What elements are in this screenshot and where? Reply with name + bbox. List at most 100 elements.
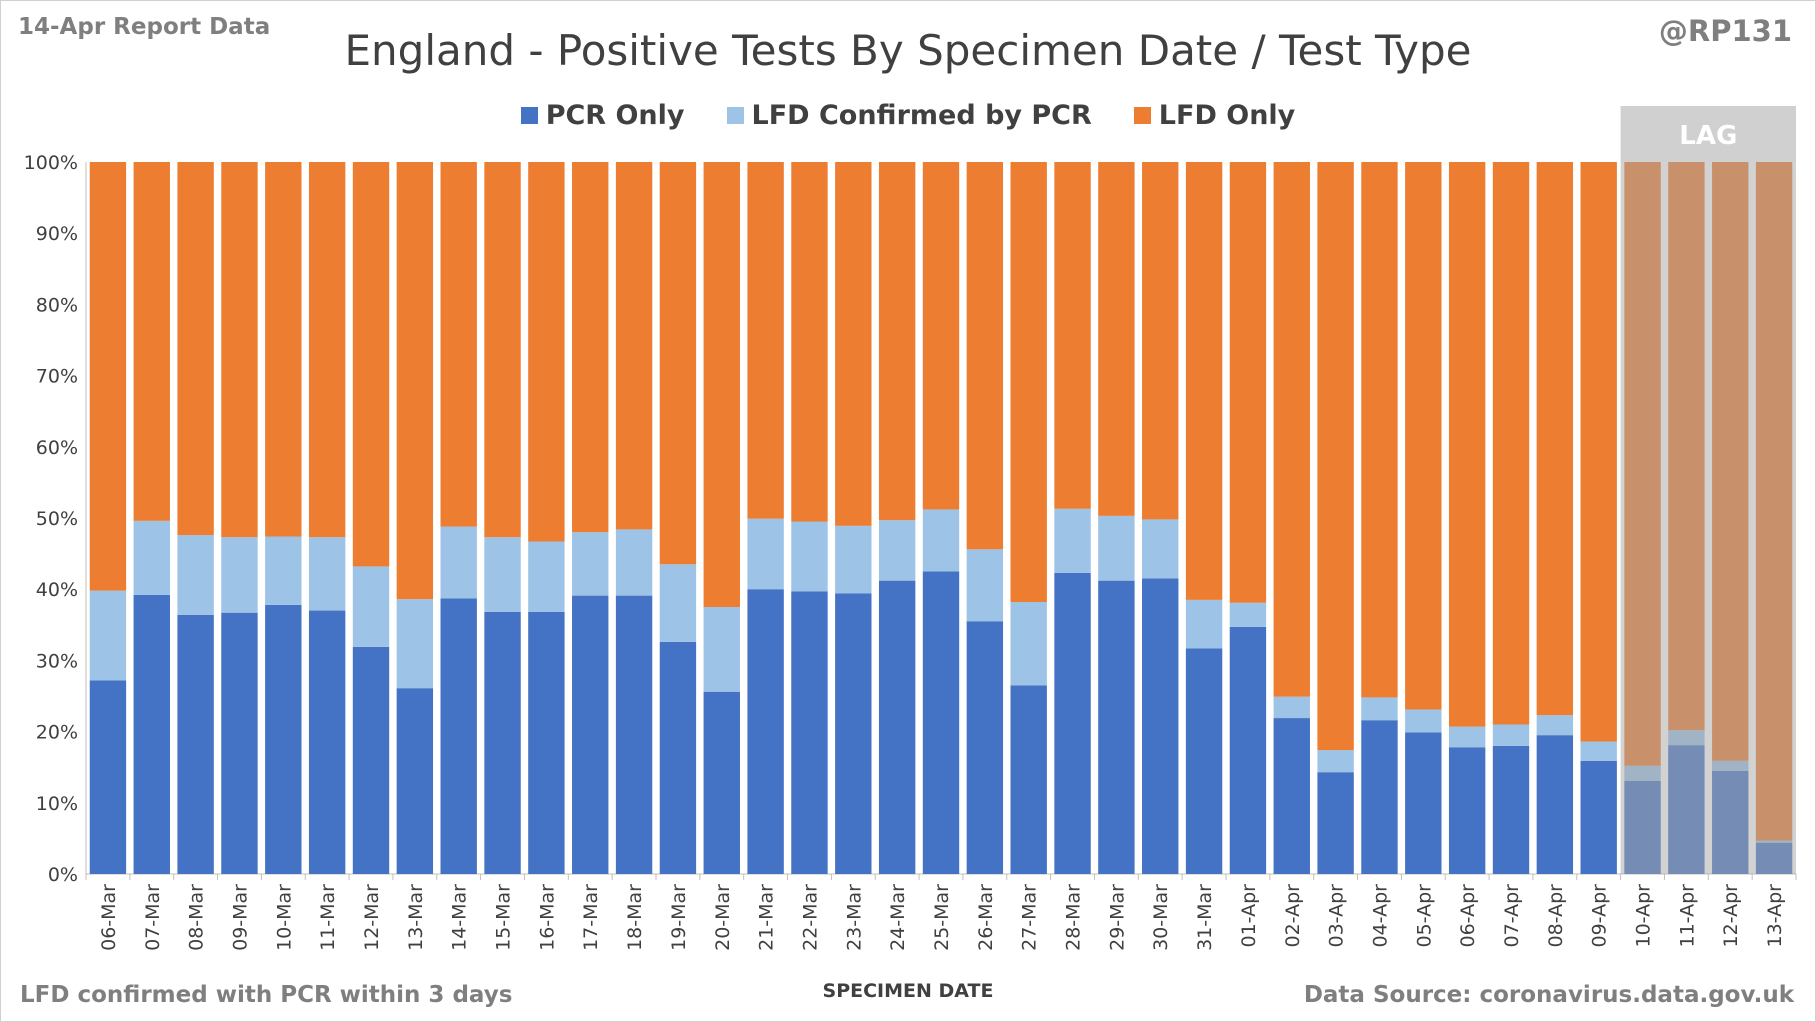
bar-lfd-only-19-Mar xyxy=(659,162,697,565)
bar-lfd-only-11-Mar xyxy=(308,162,346,538)
y-tick-label: 50% xyxy=(36,508,78,530)
x-tick-label: 06-Mar xyxy=(98,884,120,951)
bar-pcr-only-08-Mar xyxy=(177,614,214,874)
bar-lfd-only-07-Apr xyxy=(1492,162,1530,725)
bar-pcr-only-07-Mar xyxy=(133,594,170,874)
bar-pcr-only-19-Mar xyxy=(659,641,697,874)
x-tick-label: 01-Apr xyxy=(1238,884,1260,948)
bar-lfd-only-31-Mar xyxy=(1185,162,1223,600)
bar-lfd-only-22-Mar xyxy=(791,162,828,522)
bar-lfd-confirmed-by-pcr-27-Mar xyxy=(1010,602,1047,686)
bar-pcr-only-31-Mar xyxy=(1185,648,1223,874)
bar-lfd-only-24-Mar xyxy=(878,162,916,521)
bar-lfd-confirmed-by-pcr-29-Mar xyxy=(1098,515,1135,581)
bar-lfd-confirmed-by-pcr-14-Mar xyxy=(440,526,477,599)
x-tick-label: 06-Apr xyxy=(1457,884,1479,948)
bar-lfd-confirmed-by-pcr-06-Mar xyxy=(89,590,127,681)
bar-pcr-only-25-Mar xyxy=(922,571,960,874)
bar-lfd-only-01-Apr xyxy=(1229,162,1267,603)
bar-lfd-only-15-Mar xyxy=(484,162,521,538)
bar-lfd-confirmed-by-pcr-03-Apr xyxy=(1317,750,1354,773)
bar-pcr-only-03-Apr xyxy=(1317,772,1354,874)
y-tick-label: 10% xyxy=(36,793,78,815)
bar-lfd-only-25-Mar xyxy=(922,162,960,510)
x-tick-label: 11-Mar xyxy=(317,884,339,951)
bar-pcr-only-20-Mar xyxy=(703,691,740,874)
bar-lfd-confirmed-by-pcr-01-Apr xyxy=(1229,602,1267,627)
x-tick-label: 15-Mar xyxy=(493,884,515,951)
bar-lfd-only-13-Mar xyxy=(396,162,434,600)
bar-pcr-only-11-Mar xyxy=(308,610,346,874)
lag-header-box xyxy=(1620,106,1796,162)
bar-pcr-only-18-Mar xyxy=(615,595,653,874)
y-tick-label: 100% xyxy=(24,152,78,174)
bar-lfd-confirmed-by-pcr-06-Apr xyxy=(1448,726,1486,748)
x-tick-label: 25-Mar xyxy=(931,884,953,951)
lag-shading xyxy=(1620,162,1796,874)
x-tick-label: 07-Apr xyxy=(1501,884,1523,948)
bar-lfd-only-07-Mar xyxy=(133,162,170,521)
footnote: LFD confirmed with PCR within 3 days xyxy=(20,982,513,1008)
bar-lfd-confirmed-by-pcr-23-Mar xyxy=(835,525,872,594)
bar-pcr-only-27-Mar xyxy=(1010,685,1047,874)
y-tick-label: 90% xyxy=(36,223,78,245)
legend-item-lfd-only: LFD Only xyxy=(1133,100,1296,131)
bar-pcr-only-04-Apr xyxy=(1361,720,1398,874)
bar-pcr-only-09-Mar xyxy=(221,612,258,874)
x-tick-label: 20-Mar xyxy=(712,884,734,951)
bar-lfd-only-08-Apr xyxy=(1536,162,1574,716)
bar-lfd-only-06-Mar xyxy=(89,162,127,591)
bar-pcr-only-01-Apr xyxy=(1229,626,1267,874)
bar-lfd-confirmed-by-pcr-30-Mar xyxy=(1142,519,1179,579)
bar-pcr-only-15-Mar xyxy=(484,611,521,874)
x-tick-label: 22-Mar xyxy=(799,884,821,951)
x-tick-label: 03-Apr xyxy=(1326,884,1348,948)
x-tick-label: 18-Mar xyxy=(624,884,646,951)
bar-pcr-only-17-Mar xyxy=(572,595,609,874)
bar-pcr-only-29-Mar xyxy=(1098,580,1135,874)
bar-pcr-only-06-Mar xyxy=(89,680,127,874)
bar-lfd-only-18-Mar xyxy=(615,162,653,530)
bar-lfd-confirmed-by-pcr-31-Mar xyxy=(1185,599,1223,649)
bar-lfd-confirmed-by-pcr-10-Mar xyxy=(265,536,302,605)
legend-swatch-lfd-confirmed xyxy=(726,107,744,124)
bar-pcr-only-23-Mar xyxy=(835,593,872,874)
y-tick-label: 80% xyxy=(36,294,78,316)
x-tick-label: 04-Apr xyxy=(1369,884,1391,948)
x-tick-label: 08-Apr xyxy=(1545,884,1567,948)
bar-pcr-only-24-Mar xyxy=(878,580,916,874)
data-source: Data Source: coronavirus.data.gov.uk xyxy=(1303,982,1794,1008)
y-tick-label: 0% xyxy=(48,864,78,886)
bar-pcr-only-08-Apr xyxy=(1536,735,1574,874)
x-tick-label: 13-Apr xyxy=(1764,884,1786,948)
report-date-label: 14-Apr Report Data xyxy=(18,14,271,40)
bar-pcr-only-16-Mar xyxy=(528,611,565,874)
bar-lfd-confirmed-by-pcr-18-Mar xyxy=(615,529,653,596)
bar-lfd-confirmed-by-pcr-19-Mar xyxy=(659,564,697,642)
x-tick-label: 09-Apr xyxy=(1589,884,1611,948)
bar-pcr-only-06-Apr xyxy=(1448,747,1486,874)
bar-lfd-only-09-Apr xyxy=(1580,162,1617,742)
bar-pcr-only-22-Mar xyxy=(791,591,828,874)
legend-swatch-lfd-only xyxy=(1133,107,1151,124)
bar-lfd-only-03-Apr xyxy=(1317,162,1354,751)
bar-lfd-confirmed-by-pcr-17-Mar xyxy=(572,532,609,596)
bar-lfd-confirmed-by-pcr-09-Mar xyxy=(221,537,258,613)
legend-label-lfd-only: LFD Only xyxy=(1158,100,1296,131)
x-tick-label: 14-Mar xyxy=(449,884,471,951)
x-tick-label: 24-Mar xyxy=(887,884,909,951)
x-tick-label: 17-Mar xyxy=(580,884,602,951)
bar-lfd-confirmed-by-pcr-08-Mar xyxy=(177,535,214,615)
bar-lfd-only-12-Mar xyxy=(352,162,390,567)
bar-pcr-only-30-Mar xyxy=(1142,578,1179,874)
x-tick-label: 16-Mar xyxy=(536,884,558,951)
bar-pcr-only-12-Mar xyxy=(352,646,390,874)
x-tick-label: 07-Mar xyxy=(142,884,164,951)
bar-lfd-only-17-Mar xyxy=(572,162,609,533)
y-tick-label: 70% xyxy=(36,366,78,388)
bar-pcr-only-28-Mar xyxy=(1054,572,1091,874)
bar-lfd-only-10-Mar xyxy=(265,162,302,537)
y-tick-label: 20% xyxy=(36,722,78,744)
bar-pcr-only-05-Apr xyxy=(1405,732,1442,874)
